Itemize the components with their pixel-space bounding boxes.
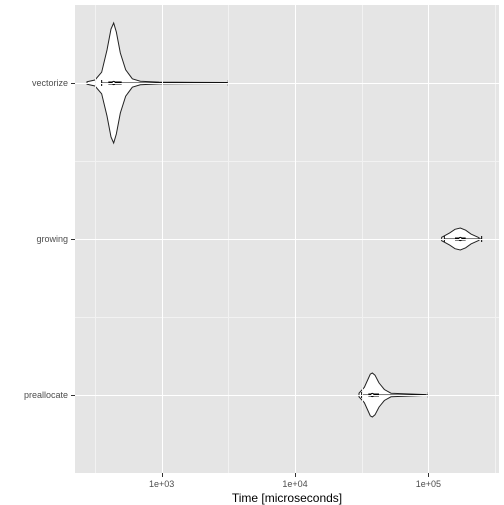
grid-minor-h — [75, 161, 499, 162]
x-tick-mark — [428, 473, 429, 477]
x-tick-mark — [295, 473, 296, 477]
y-tick-mark — [71, 395, 75, 396]
y-tick-mark — [71, 83, 75, 84]
grid-minor-h — [75, 317, 499, 318]
grid-major-h — [75, 239, 499, 240]
grid-major-h — [75, 395, 499, 396]
x-tick-mark — [162, 473, 163, 477]
plot-wrapper: preallocate growing vectorize 1e+03 1e+0… — [0, 0, 504, 504]
grid-major-h — [75, 83, 499, 84]
y-tick-mark — [71, 239, 75, 240]
